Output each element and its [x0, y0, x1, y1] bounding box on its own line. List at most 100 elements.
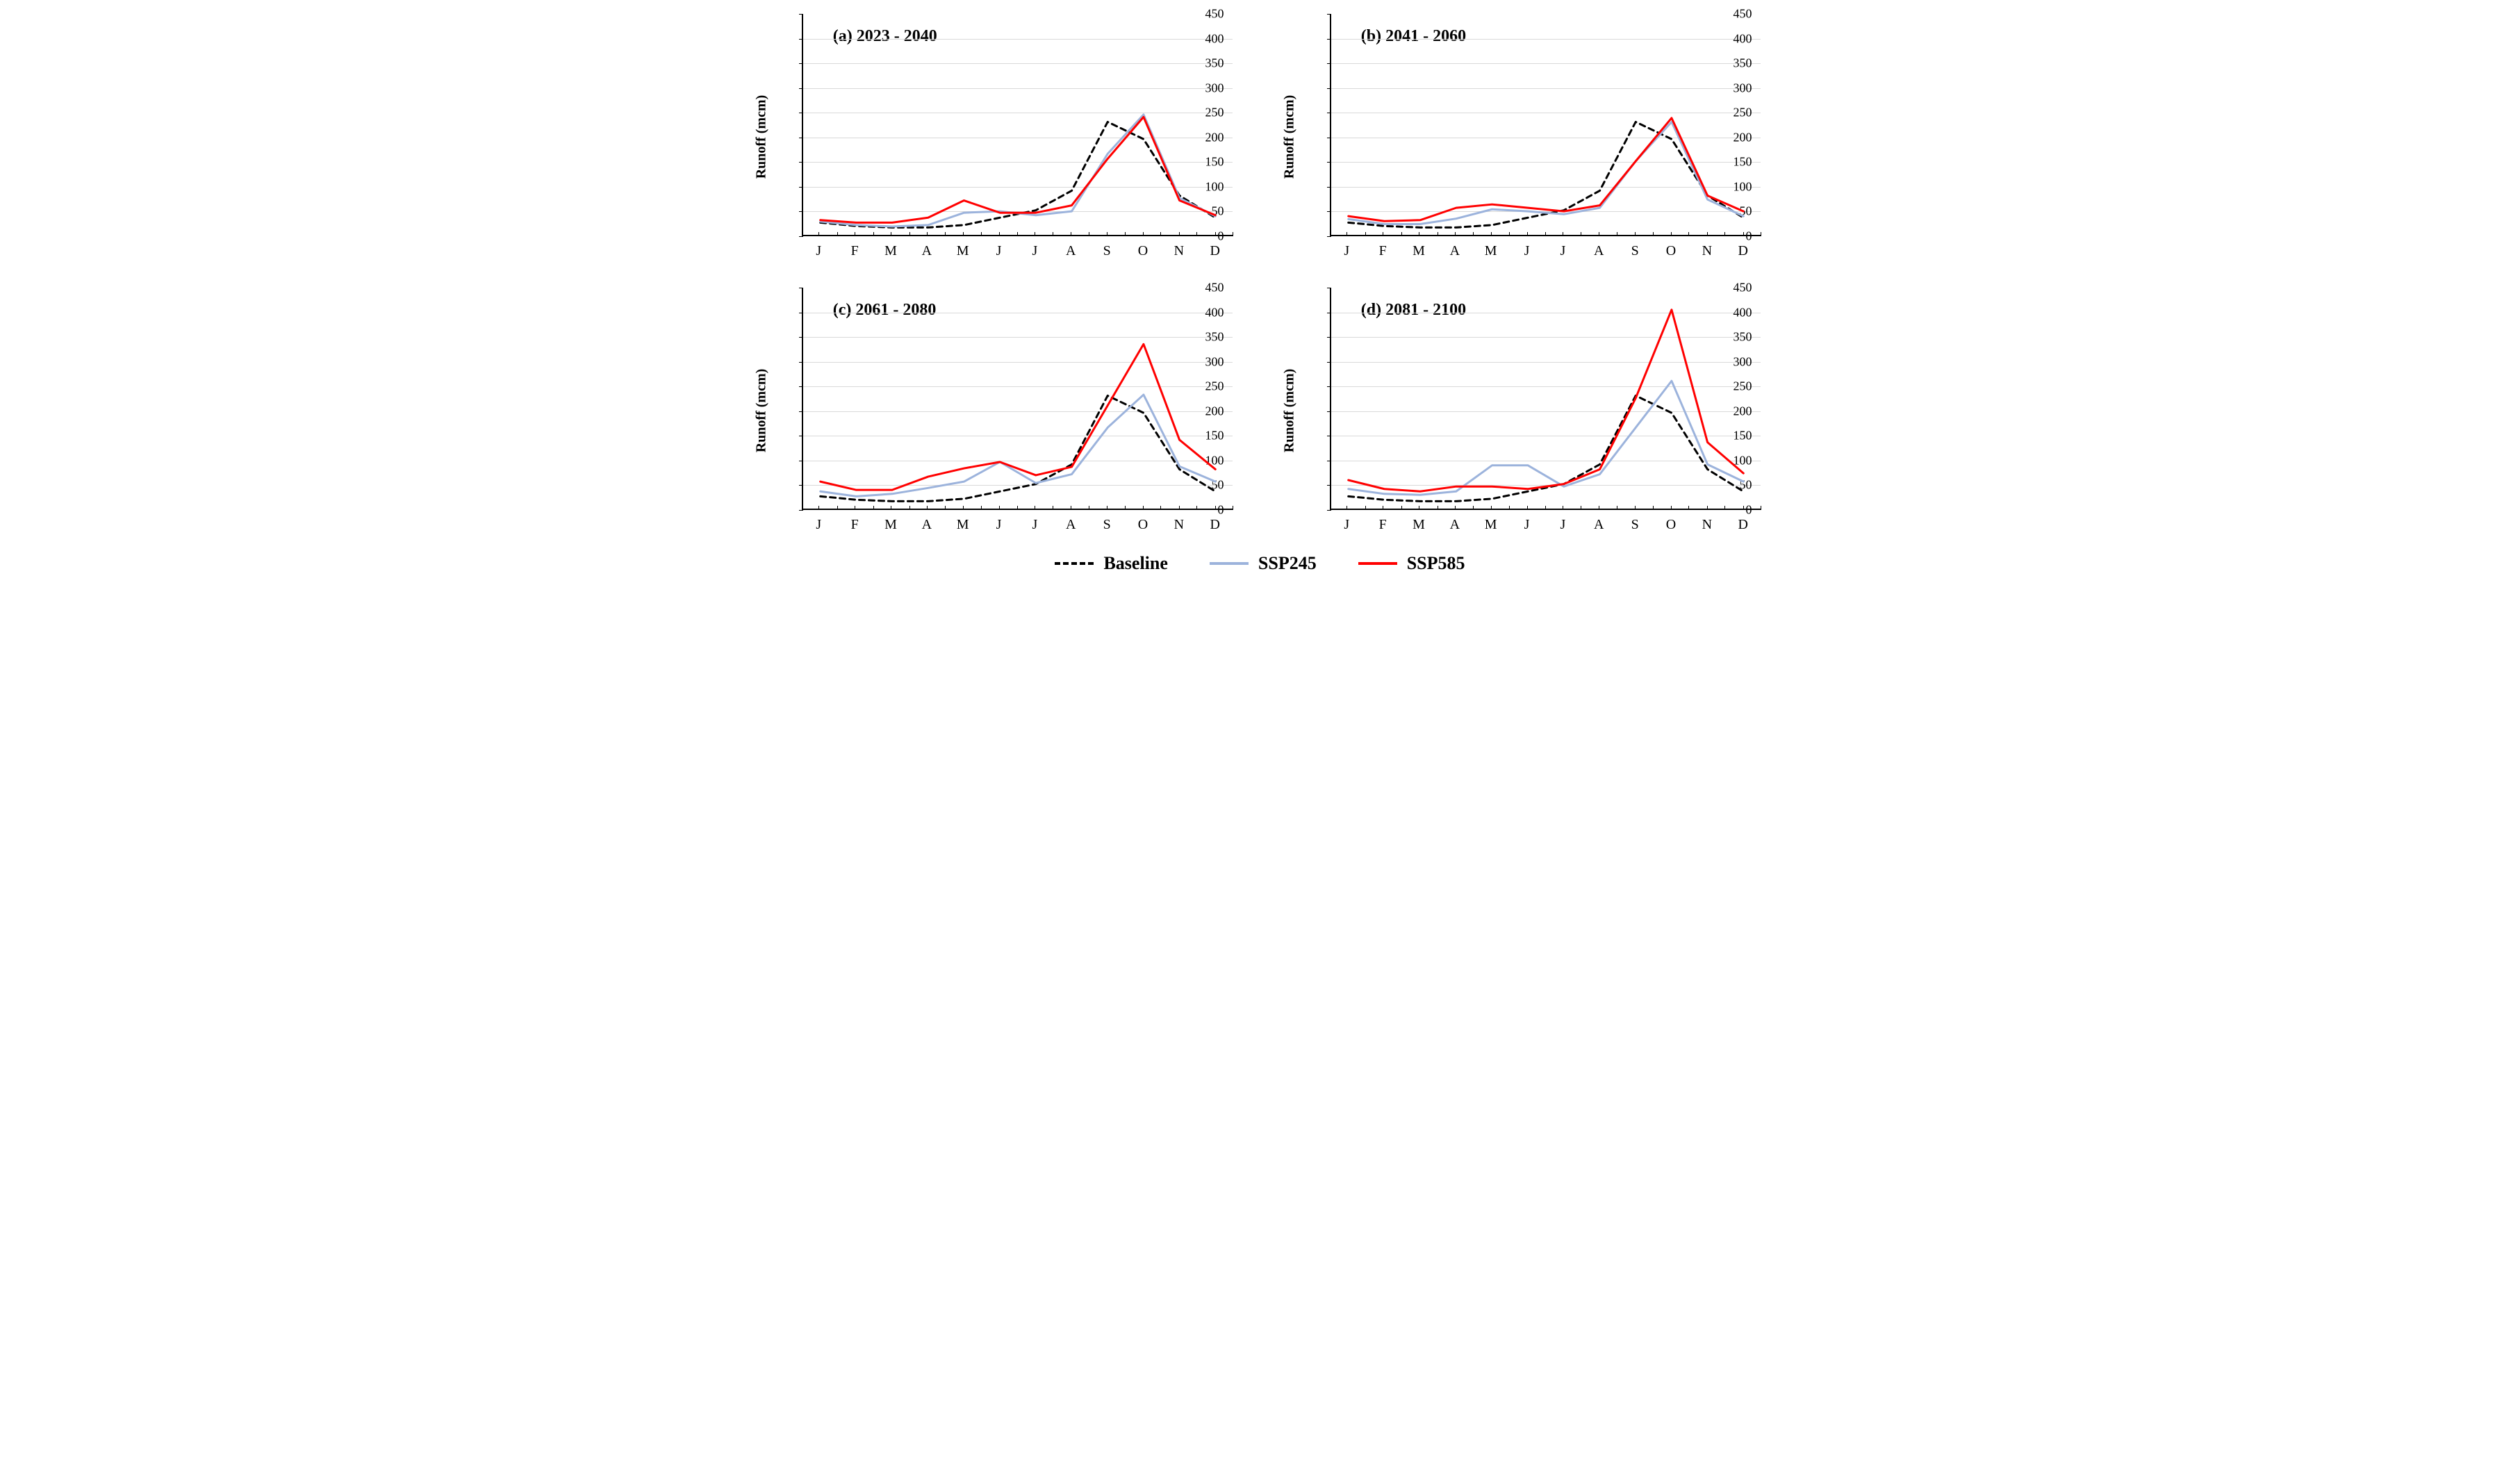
x-tick-boundary [1688, 232, 1689, 236]
x-tick-label: M [884, 243, 897, 259]
x-tick-label: O [1138, 243, 1148, 259]
x-tick-label: D [1210, 243, 1219, 259]
x-tick-boundary [1196, 232, 1197, 236]
x-tick-boundary [1545, 232, 1546, 236]
x-tick-boundary [1365, 232, 1366, 236]
plot-area: (c) 2061 - 20800501001502002503003504004… [802, 288, 1233, 510]
x-tick-label: J [816, 243, 821, 259]
x-tick-label: S [1631, 517, 1639, 533]
x-tick-label: F [1379, 517, 1387, 533]
series-ssp585 [820, 344, 1215, 490]
x-tick-label: S [1631, 243, 1639, 259]
x-tick [1707, 232, 1708, 236]
series-ssp585 [1348, 310, 1743, 491]
x-tick [1635, 232, 1636, 236]
x-tick-boundary [1653, 232, 1654, 236]
x-tick-label: F [851, 243, 859, 259]
x-tick [1635, 506, 1636, 510]
lines-svg [803, 288, 1233, 509]
x-tick [818, 506, 819, 510]
x-tick-label: J [1344, 517, 1349, 533]
legend: Baseline SSP245 SSP585 [753, 553, 1768, 574]
x-tick-label: A [1594, 517, 1604, 533]
x-tick-label: A [922, 517, 932, 533]
x-tick [1455, 232, 1456, 236]
x-tick-label: A [1450, 243, 1460, 259]
panel-a: Runoff (mcm) (a) 2023 - 20400501001502002… [753, 14, 1240, 260]
y-axis-label: Runoff (mcm) [753, 95, 769, 179]
x-tick [1179, 232, 1180, 236]
x-tick-boundary [1724, 506, 1725, 510]
x-tick-label: S [1103, 517, 1111, 533]
x-labels: JFMAMJJASOND [802, 510, 1233, 534]
x-tick [1143, 506, 1144, 510]
lines-svg [1331, 14, 1761, 235]
x-tick [1179, 506, 1180, 510]
x-tick-label: J [816, 517, 821, 533]
x-tick-label: J [996, 243, 1002, 259]
plot-area: (b) 2041 - 20600501001502002503003504004… [1330, 14, 1761, 236]
x-tick-label: J [1560, 243, 1566, 259]
x-tick [1671, 506, 1672, 510]
series-baseline [1348, 122, 1743, 227]
panel-b: Runoff (mcm) (b) 2041 - 20600501001502002… [1281, 14, 1768, 260]
x-tick-label: N [1702, 243, 1712, 259]
x-tick [999, 506, 1000, 510]
x-tick [1527, 506, 1528, 510]
x-tick-boundary [1160, 506, 1161, 510]
x-tick-boundary [837, 232, 838, 236]
x-tick-label: O [1666, 517, 1676, 533]
legend-label: Baseline [1103, 553, 1167, 574]
legend-item-ssp585: SSP585 [1358, 553, 1465, 574]
x-tick-label: J [1032, 517, 1038, 533]
x-tick [1527, 232, 1528, 236]
x-tick-label: O [1138, 517, 1148, 533]
x-tick-boundary [1017, 506, 1018, 510]
x-tick-boundary [1473, 232, 1474, 236]
panel-c: Runoff (mcm)(c) 2061 - 20800501001502002… [753, 288, 1240, 534]
y-axis-label: Runoff (mcm) [1281, 95, 1297, 179]
x-tick-label: F [1379, 243, 1387, 259]
x-tick [963, 232, 964, 236]
x-tick-label: M [1485, 517, 1497, 533]
lines-svg [803, 14, 1233, 235]
x-tick-boundary [1509, 232, 1510, 236]
x-tick-label: N [1702, 517, 1712, 533]
series-ssp245 [820, 115, 1215, 227]
x-tick-label: J [1524, 517, 1530, 533]
legend-swatch-baseline [1055, 562, 1094, 565]
series-ssp245 [820, 395, 1215, 496]
x-tick-label: N [1174, 243, 1184, 259]
x-tick-boundary [873, 232, 874, 236]
series-baseline [820, 395, 1215, 501]
panel-d: Runoff (mcm)(d) 2081 - 21000501001502002… [1281, 288, 1768, 534]
x-tick-label: M [1413, 517, 1425, 533]
plot-area: (a) 2023 - 20400501001502002503003504004… [802, 14, 1233, 236]
x-tick-label: D [1210, 517, 1219, 533]
x-tick [1455, 506, 1456, 510]
series-baseline [820, 122, 1215, 227]
x-tick [1671, 232, 1672, 236]
x-tick [927, 232, 928, 236]
x-tick-label: J [1524, 243, 1530, 259]
legend-label: SSP245 [1258, 553, 1317, 574]
x-tick-label: M [884, 517, 897, 533]
x-tick-boundary [945, 506, 946, 510]
x-tick-label: M [1413, 243, 1425, 259]
x-tick-boundary [1688, 506, 1689, 510]
x-tick-label: M [957, 517, 969, 533]
x-tick-boundary [873, 506, 874, 510]
x-tick-label: M [957, 243, 969, 259]
x-tick-boundary [1160, 232, 1161, 236]
x-tick-label: A [1066, 517, 1076, 533]
x-tick-boundary [1125, 506, 1126, 510]
legend-item-ssp245: SSP245 [1210, 553, 1317, 574]
x-tick-label: A [1066, 243, 1076, 259]
legend-label: SSP585 [1407, 553, 1465, 574]
x-labels: JFMAMJJASOND [802, 236, 1233, 260]
x-tick [1491, 232, 1492, 236]
series-ssp585 [820, 117, 1215, 222]
y-axis-label: Runoff (mcm) [1281, 369, 1297, 453]
x-tick-boundary [909, 506, 910, 510]
x-tick-label: N [1174, 517, 1184, 533]
